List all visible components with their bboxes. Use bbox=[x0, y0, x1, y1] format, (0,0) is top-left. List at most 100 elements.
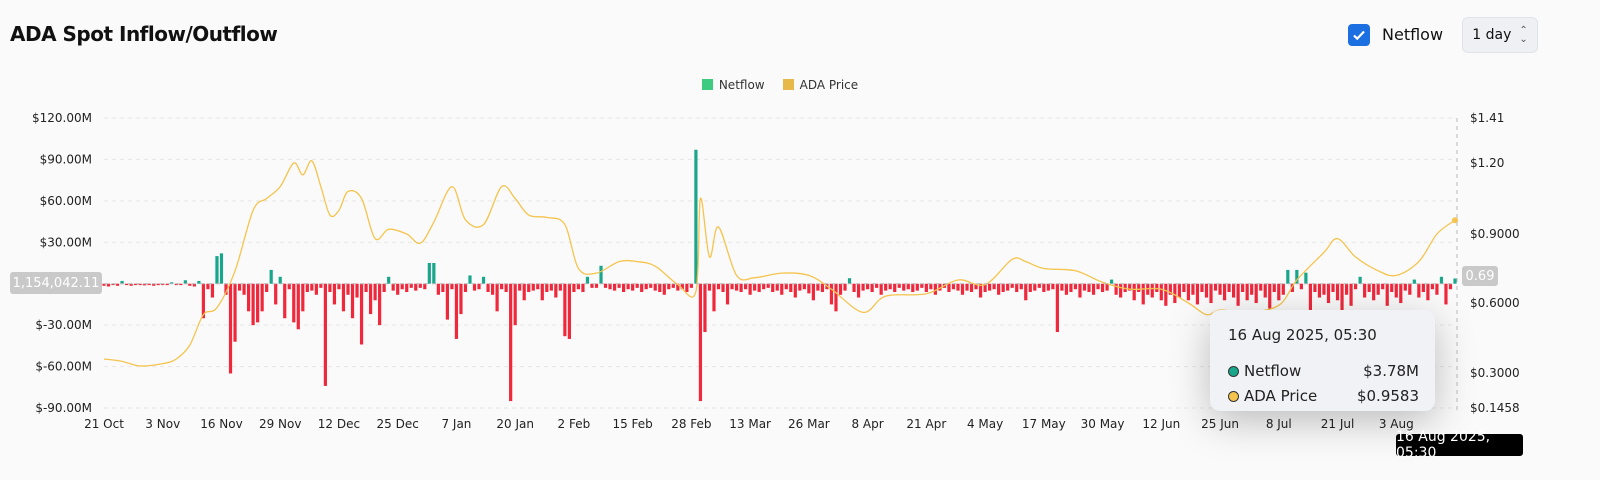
netflow-bar bbox=[120, 280, 124, 284]
netflow-bar bbox=[716, 283, 721, 290]
netflow-bar bbox=[1408, 283, 1412, 295]
netflow-bar bbox=[1394, 283, 1398, 298]
netflow-bar bbox=[960, 283, 965, 295]
netflow-bar bbox=[432, 263, 436, 284]
x-tick-label: 8 Jul bbox=[1266, 417, 1292, 431]
netflow-bar bbox=[332, 283, 337, 305]
netflow-bar bbox=[843, 283, 847, 291]
netflow-checkbox[interactable] bbox=[1348, 24, 1370, 46]
netflow-bar bbox=[920, 283, 924, 288]
netflow-bar bbox=[188, 283, 192, 286]
legend-label: ADA Price bbox=[799, 78, 859, 92]
netflow-bar bbox=[427, 263, 431, 284]
netflow-bar bbox=[1155, 283, 1159, 292]
netflow-bar bbox=[156, 283, 160, 286]
netflow-bar bbox=[400, 283, 404, 290]
netflow-bar bbox=[680, 283, 684, 290]
netflow-bar bbox=[554, 283, 558, 298]
netflow-bar bbox=[1209, 283, 1213, 304]
netflow-bar bbox=[1082, 283, 1087, 291]
x-tick-label: 21 Jul bbox=[1321, 417, 1355, 431]
netflow-bar bbox=[1046, 283, 1050, 291]
netflow-bar bbox=[396, 283, 400, 295]
netflow-bar bbox=[170, 282, 174, 284]
netflow-bar bbox=[802, 283, 806, 290]
netflow-bar bbox=[179, 283, 183, 286]
netflow-bar bbox=[1430, 283, 1435, 290]
netflow-bar bbox=[1128, 283, 1132, 291]
netflow-bar bbox=[269, 269, 273, 284]
netflow-bar bbox=[210, 283, 215, 298]
netflow-bar bbox=[762, 283, 766, 290]
netflow-bar bbox=[305, 283, 309, 292]
netflow-bar bbox=[1426, 283, 1430, 301]
netflow-bar bbox=[965, 283, 969, 291]
netflow-bar bbox=[459, 283, 463, 315]
netflow-bar bbox=[1349, 283, 1353, 306]
period-select[interactable]: 1 day ⌃ ⌄ bbox=[1462, 17, 1538, 53]
netflow-bar bbox=[134, 283, 138, 286]
netflow-bar bbox=[933, 283, 937, 295]
netflow-bar bbox=[816, 283, 820, 291]
netflow-bar bbox=[635, 283, 639, 288]
netflow-bar bbox=[174, 283, 178, 286]
netflow-checkbox-label[interactable]: Netflow bbox=[1382, 25, 1444, 44]
netflow-bar bbox=[694, 149, 698, 284]
netflow-bar bbox=[1186, 283, 1191, 301]
netflow-bar bbox=[1132, 283, 1136, 301]
netflow-bar bbox=[124, 283, 129, 286]
netflow-bar bbox=[531, 283, 535, 291]
netflow-bar bbox=[472, 283, 477, 291]
netflow-bar bbox=[368, 283, 373, 315]
netflow-bar bbox=[649, 283, 653, 288]
x-tick-label: 25 Jun bbox=[1201, 417, 1239, 431]
netflow-bar bbox=[775, 283, 779, 291]
netflow-bar bbox=[1376, 283, 1380, 295]
netflow-bar bbox=[382, 283, 386, 292]
netflow-bar bbox=[829, 283, 834, 305]
x-tick-label: 28 Feb bbox=[671, 417, 711, 431]
netflow-bar bbox=[1028, 283, 1032, 292]
netflow-bar bbox=[1412, 279, 1416, 284]
tooltip-label: Netflow bbox=[1244, 362, 1302, 380]
price-line bbox=[103, 160, 1456, 367]
x-tick-label: 29 Nov bbox=[259, 417, 302, 431]
netflow-bar bbox=[1204, 283, 1209, 298]
netflow-bar bbox=[1390, 283, 1394, 292]
legend-item-price[interactable]: ADA Price bbox=[782, 78, 859, 92]
netflow-bar bbox=[1150, 283, 1154, 298]
netflow-bar bbox=[527, 283, 531, 292]
netflow-bar bbox=[730, 283, 734, 290]
netflow-bar bbox=[1304, 272, 1308, 284]
x-tick-label: 16 Nov bbox=[200, 417, 243, 431]
netflow-bar bbox=[1268, 283, 1272, 309]
netflow-bar bbox=[296, 283, 300, 330]
netflow-bar bbox=[1218, 283, 1222, 295]
netflow-bar bbox=[1096, 283, 1100, 290]
netflow-bar bbox=[414, 283, 418, 291]
netflow-bar bbox=[165, 283, 169, 286]
netflow-bar bbox=[780, 283, 784, 295]
x-tick-label: 20 Jan bbox=[496, 417, 534, 431]
netflow-bar bbox=[1417, 283, 1421, 298]
netflow-bar bbox=[956, 283, 960, 291]
netflow-bar bbox=[599, 265, 603, 284]
crosshair-right-value: 0.69 bbox=[1462, 266, 1498, 286]
netflow-bar bbox=[1087, 283, 1091, 292]
netflow-bar bbox=[549, 283, 553, 291]
netflow-bar bbox=[197, 280, 201, 284]
legend-item-netflow[interactable]: Netflow bbox=[701, 78, 765, 92]
netflow-bar bbox=[757, 283, 761, 292]
crosshair-left-value: 1,154,042.11 bbox=[10, 272, 102, 294]
netflow-bar bbox=[1164, 283, 1168, 306]
netflow-bar bbox=[441, 283, 445, 292]
netflow-bar bbox=[866, 283, 870, 290]
tooltip-row-netflow: Netflow $3.78M bbox=[1228, 362, 1419, 380]
netflow-bar bbox=[1231, 283, 1236, 298]
netflow-bar bbox=[784, 283, 788, 290]
netflow-bar bbox=[640, 283, 644, 292]
netflow-bar bbox=[1399, 283, 1403, 304]
netflow-bar bbox=[644, 283, 648, 290]
netflow-bar bbox=[477, 283, 481, 290]
